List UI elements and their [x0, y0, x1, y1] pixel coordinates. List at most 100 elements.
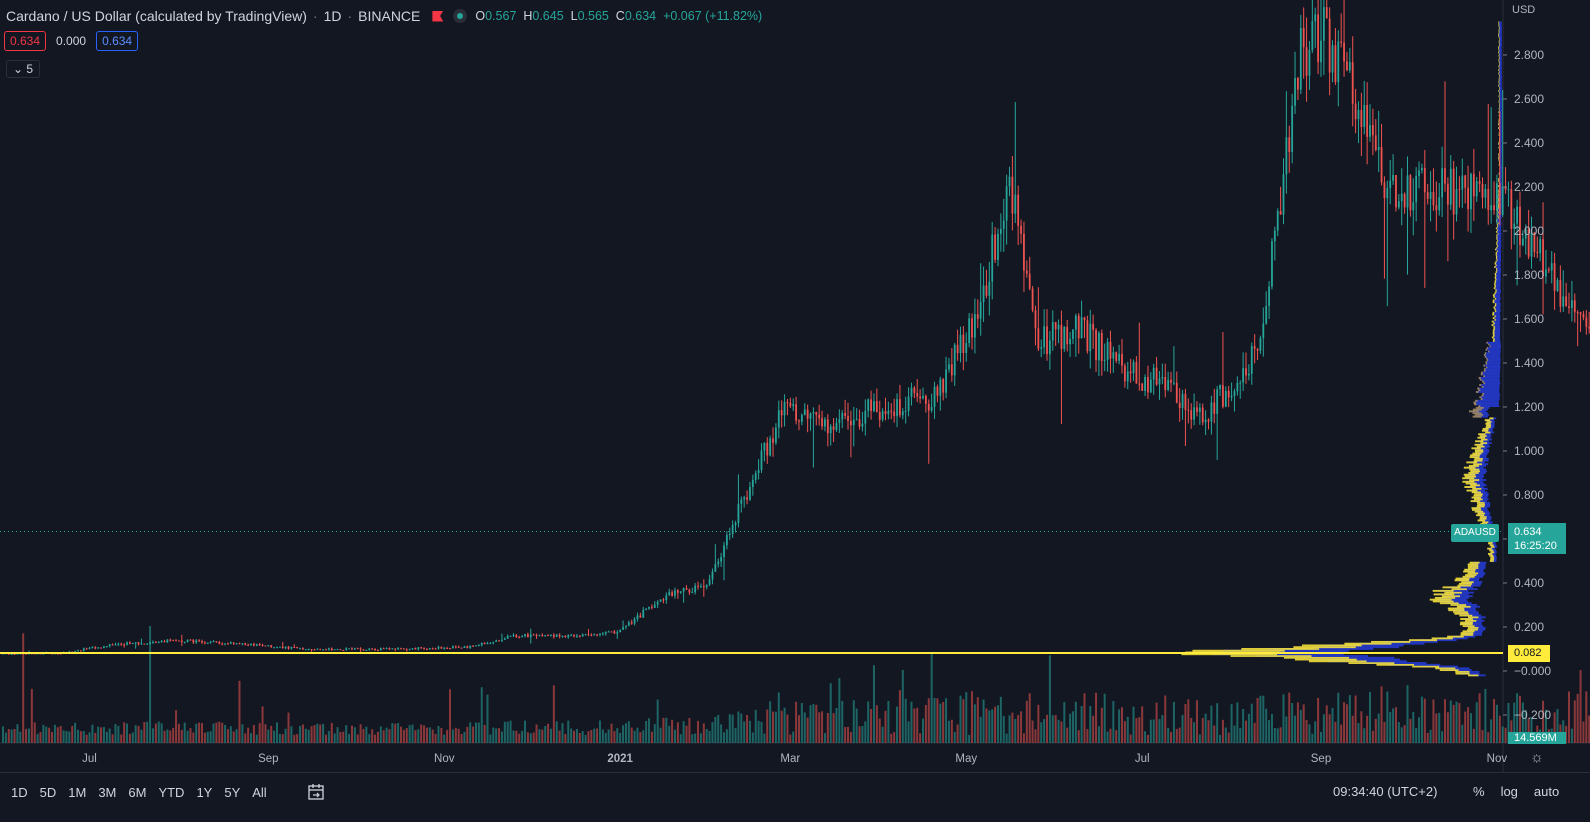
candle-body: [1357, 110, 1360, 120]
volume-profile-bar: [1498, 65, 1502, 68]
candle-body: [953, 344, 956, 376]
volume-profile-bar: [1496, 267, 1498, 270]
volume-profile-bar: [1499, 104, 1500, 107]
clock[interactable]: 09:34:40 (UTC+2): [1333, 784, 1438, 799]
volume-bar: [864, 721, 867, 743]
candle-body: [607, 631, 610, 633]
volume-bar: [708, 730, 711, 743]
volume-bar: [1314, 721, 1317, 743]
volume-bar: [829, 683, 832, 743]
volume-profile-bar: [1498, 60, 1502, 63]
volume-profile-bar: [1470, 484, 1480, 487]
candle-body: [1109, 341, 1112, 359]
percent-toggle[interactable]: %: [1473, 784, 1485, 799]
volume-bar: [1213, 725, 1216, 743]
volume-bar: [1146, 734, 1149, 743]
candle-body: [353, 648, 356, 650]
volume-profile-bar: [1451, 588, 1467, 591]
volume-profile-bar: [1499, 151, 1502, 154]
volume-profile-bar: [1479, 512, 1491, 515]
candle-body: [108, 644, 111, 647]
candle-body: [203, 642, 206, 644]
volume-profile-bar: [1474, 403, 1477, 406]
candle-body: [137, 642, 140, 645]
candle-body: [1501, 186, 1504, 215]
indicators-collapse-button[interactable]: ⌄ 5: [6, 60, 41, 78]
volume-bar: [702, 723, 705, 743]
price-tick-label: 2.800: [1514, 48, 1544, 62]
volume-profile-bar: [1492, 311, 1495, 314]
volume-profile-bar: [1470, 500, 1481, 503]
volume-bar: [1380, 686, 1383, 743]
volume-bar: [1184, 703, 1187, 743]
auto-toggle[interactable]: auto: [1533, 784, 1560, 799]
settings-gear-icon[interactable]: ☼: [1530, 749, 1544, 766]
flag-icon[interactable]: [432, 10, 444, 22]
volume-bar: [1181, 714, 1184, 743]
range-6m[interactable]: 6M: [128, 785, 147, 800]
volume-profile-bar: [1493, 306, 1501, 309]
volume-profile-bar: [1474, 491, 1488, 494]
volume-profile-bar: [1492, 320, 1500, 323]
volume-bar: [374, 734, 377, 743]
range-1m[interactable]: 1M: [68, 785, 87, 800]
range-5d[interactable]: 5D: [39, 785, 57, 800]
candle-body: [322, 649, 325, 651]
indicator-value-blue[interactable]: 0.634: [96, 31, 139, 51]
range-all[interactable]: All: [252, 785, 267, 800]
volume-profile-bar: [1490, 556, 1495, 559]
volume-bar: [414, 730, 417, 743]
market-status-icon[interactable]: [453, 9, 468, 23]
volume-profile-bar: [1496, 237, 1498, 240]
volume-profile-bar: [1489, 554, 1494, 557]
candle-body: [674, 590, 676, 596]
symbol-title[interactable]: Cardano / US Dollar (calculated by Tradi…: [6, 8, 307, 24]
volume-profile-bar: [1448, 609, 1465, 612]
candle-body: [1458, 189, 1461, 191]
volume-profile-bar: [1294, 658, 1357, 661]
volume-profile-bar: [1477, 512, 1486, 515]
candle-body: [157, 641, 160, 643]
volume-bar: [278, 733, 281, 743]
candle-body: [10, 653, 13, 655]
candle-body: [950, 364, 953, 376]
range-3m[interactable]: 3M: [98, 785, 117, 800]
range-5y[interactable]: 5Y: [224, 785, 241, 800]
candle-body: [1435, 205, 1438, 211]
candle-body: [477, 645, 480, 647]
volume-profile-bar: [1498, 54, 1500, 57]
candle-body: [1288, 137, 1291, 152]
volume-profile-bar: [1476, 459, 1489, 462]
interval-label[interactable]: 1D: [323, 8, 342, 24]
candle-body: [1236, 382, 1239, 392]
volume-profile-bar: [1498, 28, 1500, 31]
volume-bar: [483, 724, 486, 743]
volume-bar: [682, 721, 685, 743]
volume-profile-bar: [1474, 498, 1483, 501]
volume-bar: [417, 729, 420, 743]
calendar-goto-icon[interactable]: [307, 783, 325, 801]
volume-bar: [921, 718, 924, 743]
volume-profile-bar: [1494, 315, 1501, 318]
volume-profile-bar: [1499, 171, 1502, 173]
volume-profile-bar: [1499, 93, 1502, 96]
indicator-value-red[interactable]: 0.634: [4, 31, 47, 51]
log-toggle[interactable]: log: [1500, 784, 1518, 799]
candle-body: [1432, 191, 1435, 206]
candle-body: [550, 634, 552, 636]
volume-profile-bar: [1471, 507, 1481, 510]
volume-profile-bar: [1439, 669, 1459, 672]
range-ytd[interactable]: YTD: [158, 785, 185, 800]
volume-bars: [2, 626, 1590, 743]
range-1d[interactable]: 1D: [11, 785, 28, 800]
volume-profile-bar: [1488, 350, 1501, 353]
currency-unit[interactable]: USD: [1512, 4, 1536, 16]
volume-profile-bar: [1471, 447, 1481, 450]
volume-profile-bar: [1496, 227, 1501, 230]
range-1y[interactable]: 1Y: [196, 785, 213, 800]
volume-bar: [10, 729, 13, 743]
volume-profile-bar: [1498, 81, 1500, 84]
volume-profile-bar: [1472, 452, 1482, 455]
volume-bar: [910, 701, 913, 743]
